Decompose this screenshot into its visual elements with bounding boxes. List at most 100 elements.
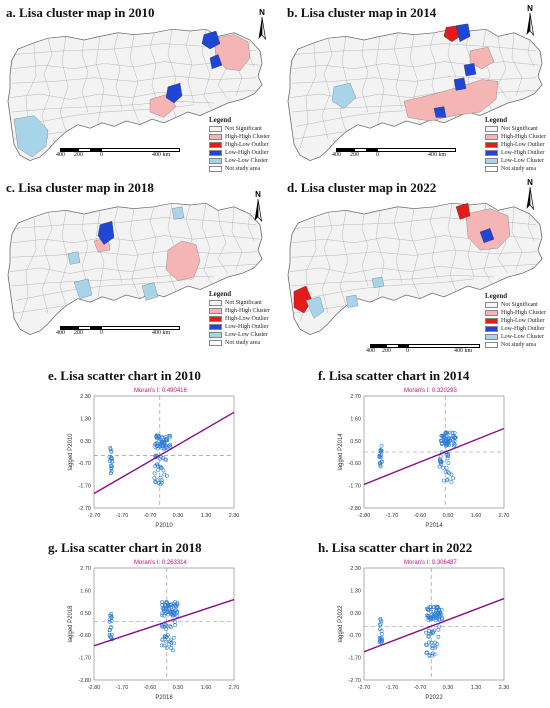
scatter-point bbox=[439, 455, 442, 458]
scatter-point bbox=[159, 476, 162, 479]
scatter-point bbox=[162, 644, 165, 647]
svg-text:N: N bbox=[527, 178, 533, 187]
scatter-title-g: g. Lisa scatter chart in 2018 bbox=[48, 540, 202, 556]
y-tick-label: -1.70 bbox=[78, 484, 91, 490]
scatter-point bbox=[441, 466, 444, 469]
morans-i-label: Moran's I: 0.320293 bbox=[404, 388, 458, 394]
scatter-points bbox=[378, 605, 444, 657]
scatter-title-e: e. Lisa scatter chart in 2010 bbox=[48, 368, 201, 384]
y-tick-label: -0.70 bbox=[348, 633, 361, 639]
y-tick-label: -1.70 bbox=[348, 484, 361, 490]
north-arrow-a: N bbox=[259, 8, 266, 39]
north-arrow-d: N bbox=[527, 178, 534, 209]
y-tick-label: -0.60 bbox=[78, 633, 91, 639]
scatter-point bbox=[110, 470, 113, 473]
x-tick-label: 0.50 bbox=[443, 513, 454, 519]
regression-line bbox=[364, 428, 504, 484]
scatter-point bbox=[433, 641, 436, 644]
scatter-points bbox=[108, 434, 172, 486]
x-tick-label: -1.70 bbox=[116, 685, 129, 691]
x-tick-label: 0.30 bbox=[173, 513, 184, 519]
y-axis-label: lagged P2014 bbox=[338, 433, 344, 471]
scatter-point bbox=[157, 468, 160, 471]
scatter-point bbox=[162, 469, 165, 472]
y-tick-label: -0.70 bbox=[78, 461, 91, 467]
legend-a: Legend Not Significant High-High Cluster… bbox=[209, 116, 270, 173]
x-tick-label: 1.60 bbox=[471, 513, 482, 519]
x-tick-label: 0.30 bbox=[443, 685, 454, 691]
y-tick-label: 1.60 bbox=[80, 588, 91, 594]
y-tick-label: -0.60 bbox=[348, 461, 361, 467]
y-tick-label: 2.30 bbox=[350, 566, 361, 572]
x-axis-label: P2014 bbox=[425, 523, 443, 529]
scatter-chart-2022: Moran's I: 0.306487 2.30 1.30 0.30 -0.70 -1.7… bbox=[320, 556, 520, 706]
scatter-title-f: f. Lisa scatter chart in 2014 bbox=[318, 368, 469, 384]
x-tick-label: 2.30 bbox=[229, 513, 240, 519]
scatter-chart-2018: Moran's I: 0.263314 2.70 1.60 0.50 -0.60 -1.7… bbox=[50, 556, 250, 706]
north-arrow-b: N bbox=[527, 4, 534, 35]
regression-line bbox=[94, 412, 234, 493]
y-tick-label: 2.70 bbox=[80, 566, 91, 572]
low-low-cluster bbox=[172, 207, 184, 220]
legend-d: Legend Not Significant High-High Cluster… bbox=[485, 292, 546, 349]
low-low-cluster bbox=[68, 252, 80, 265]
x-axis-label: P2018 bbox=[155, 695, 173, 701]
scatter-point bbox=[172, 636, 175, 639]
scatter-point bbox=[451, 477, 454, 480]
low-low-cluster bbox=[346, 295, 358, 308]
scatter-point bbox=[437, 628, 440, 631]
x-tick-label: 2.30 bbox=[499, 685, 510, 691]
morans-i-label: Moran's I: 0.490416 bbox=[134, 388, 188, 394]
plot-frame bbox=[364, 568, 504, 680]
low-high-outlier bbox=[454, 78, 466, 91]
scatter-point bbox=[165, 640, 168, 643]
x-tick-label: 2.70 bbox=[499, 513, 510, 519]
scatter-point bbox=[170, 646, 173, 649]
y-axis-label: lagged P2022 bbox=[338, 605, 344, 643]
y-tick-label: 0.50 bbox=[80, 611, 91, 617]
x-tick-label: -1.70 bbox=[386, 513, 399, 519]
scatter-title-h: h. Lisa scatter chart in 2022 bbox=[318, 540, 472, 556]
y-axis-label: lagged P2018 bbox=[68, 605, 74, 643]
x-axis-label: P2010 bbox=[155, 523, 173, 529]
scatter-point bbox=[168, 625, 171, 628]
svg-text:N: N bbox=[255, 190, 261, 199]
scatter-point bbox=[424, 643, 427, 646]
plot-frame bbox=[94, 396, 234, 508]
lisa-cluster-maps: N N N N bbox=[0, 0, 550, 360]
scatter-points bbox=[108, 600, 179, 652]
y-tick-label: -1.70 bbox=[78, 656, 91, 662]
y-tick-label: -2.80 bbox=[78, 678, 91, 684]
x-tick-label: -2.70 bbox=[358, 685, 371, 691]
x-tick-label: -0.60 bbox=[144, 685, 157, 691]
scatter-point bbox=[173, 624, 176, 627]
north-arrow-c: N bbox=[255, 190, 262, 221]
scatter-point bbox=[153, 472, 156, 475]
scatter-point bbox=[444, 471, 447, 474]
scale-bar-c: 400 200 0 400 km bbox=[60, 326, 180, 338]
scale-bar-b: 400 200 0 400 km bbox=[336, 148, 456, 160]
scatter-point bbox=[161, 614, 164, 617]
x-axis-label: P2022 bbox=[425, 695, 443, 701]
x-tick-label: -0.70 bbox=[414, 685, 427, 691]
low-low-cluster bbox=[372, 277, 384, 288]
scatter-point bbox=[379, 623, 382, 626]
scatter-point bbox=[380, 444, 383, 447]
scatter-point bbox=[380, 632, 383, 635]
plot-frame bbox=[94, 568, 234, 680]
y-tick-label: 0.50 bbox=[350, 439, 361, 445]
scatter-point bbox=[437, 635, 440, 638]
x-tick-label: 0.50 bbox=[173, 685, 184, 691]
scatter-point bbox=[424, 631, 427, 634]
x-tick-label: 1.30 bbox=[471, 685, 482, 691]
y-tick-label: 2.70 bbox=[350, 394, 361, 400]
scatter-point bbox=[436, 643, 439, 646]
x-tick-label: -1.70 bbox=[386, 685, 399, 691]
y-tick-label: -2.70 bbox=[78, 506, 91, 512]
scatter-chart-2010: Moran's I: 0.4904162.301.300.30-0.70-1.7… bbox=[50, 384, 250, 534]
x-tick-label: -2.70 bbox=[88, 513, 101, 519]
x-tick-label: -0.70 bbox=[144, 513, 157, 519]
low-high-outlier bbox=[434, 107, 446, 118]
svg-text:N: N bbox=[259, 8, 265, 17]
morans-i-label: Moran's I: 0.306487 bbox=[404, 560, 458, 566]
